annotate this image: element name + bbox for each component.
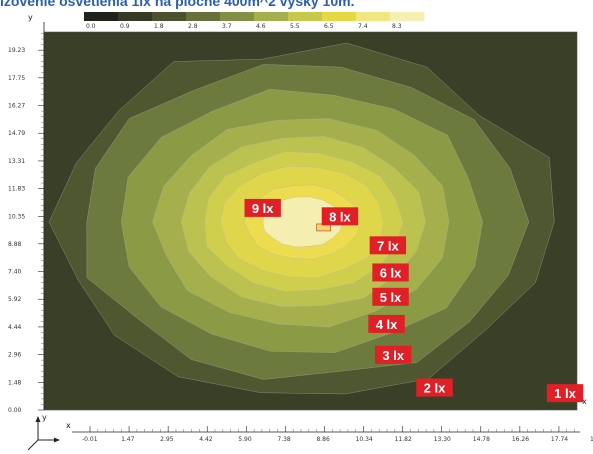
lux-label-text: 9 lx [252,201,274,216]
colorbar-segment [220,12,255,21]
lux-label-7: 7 lx [369,236,407,255]
colorbar-segment [390,12,425,21]
illuminance-labels: 1 lx 2 lx 3 lx 4 lx 5 lx 6 lx 7 lx 8 lx 9 lx [244,198,584,403]
lux-label-8: 8 lx [321,207,359,226]
y-tick-label: 16.27 [8,103,25,110]
lux-label-text: 1 lx [554,386,576,401]
colorbar-tick-label: 1.8 [154,23,164,30]
lux-label-background [416,378,453,397]
lux-label-background [368,314,405,333]
x-tick-label: 14.78 [473,436,490,443]
lux-label-1: 1 lx [546,384,584,403]
x-axis-label-plot: x [582,397,587,406]
lux-label-5: 5 lx [372,287,409,306]
lux-label-background [321,207,359,226]
lux-label-2: 2 lx [416,378,453,397]
x-tick-label: 19.22 [590,436,593,443]
colorbar-tick-label: 8.3 [392,23,402,30]
lux-label-6: 6 lx [372,263,409,282]
colorbar-tick-label: 0.9 [120,23,130,30]
y-tick-label: 13.31 [8,158,25,165]
x-tick-label: 10.34 [356,436,373,443]
lux-label-background [372,263,409,282]
y-tick-label: 5.92 [8,296,22,303]
lux-label-text: 6 lx [380,265,402,280]
x-tick-label: 4.42 [199,436,213,443]
lux-label-text: 5 lx [380,290,402,305]
x-tick-label: 11.82 [395,436,412,443]
colorbar-tick-label: 2.8 [188,23,198,30]
lux-label-3: 3 lx [375,345,412,364]
x-tick-label: 13.30 [434,436,451,443]
y-tick-label: 10.35 [8,213,25,220]
y-tick-label: 8.88 [8,241,22,248]
colorbar-segment [288,12,323,21]
y-tick-label: 17.75 [8,75,25,82]
tick-marks: 0.00 1.48 2.96 4.44 5.92 7.40 8.88 10.35 11.83 13… [8,33,593,443]
colorbar-tick-label: 0.0 [86,23,96,30]
lux-label-background [372,287,409,306]
y-tick-label: 1.48 [8,379,22,386]
lux-label-text: 7 lx [377,238,399,253]
lux-label-background [546,384,584,403]
lux-label-background [369,236,407,255]
y-tick-label: 11.83 [8,186,25,193]
colorbar-segment [322,12,357,21]
x-tick-label: 17.74 [551,436,568,443]
lux-label-4: 4 lx [368,314,405,333]
colorbar-tick-label: 5.5 [290,23,300,30]
x-tick-label: 1.47 [121,436,135,443]
y-tick-label: 4.44 [8,324,22,331]
colorbar-segment [254,12,289,21]
svg-text:y: y [42,413,47,422]
x-tick-label: 16.26 [512,436,529,443]
lux-label-9: 9 lx [244,198,281,217]
x-axis-label-scale: x [66,421,71,430]
colorbar-tick-label: 3.7 [222,23,232,30]
colorbar-tick-label: 7.4 [358,23,368,30]
colorbar: 0.0 0.9 1.8 2.8 3.7 4.6 5.5 6.5 7.4 8.3 [84,12,425,30]
x-tick-label: 2.95 [160,436,174,443]
x-tick-label: 5.90 [238,436,252,443]
colorbar-tick-label: 4.6 [256,23,266,30]
y-tick-label: 7.40 [8,269,22,276]
x-tick-label: 8.86 [316,436,330,443]
lux-label-text: 8 lx [329,209,351,224]
y-tick-label: 19.23 [8,47,25,54]
x-tick-label: 7.38 [277,436,291,443]
y-axis-label: y [28,13,33,22]
colorbar-segment [152,12,187,21]
lux-label-background [244,198,281,217]
colorbar-segment [186,12,221,21]
axis-orientation-icon: y [27,413,60,451]
colorbar-segment [356,12,391,21]
y-tick-label: 14.79 [8,130,25,137]
colorbar-segment [118,12,153,21]
x-tick-label: -0.01 [82,436,98,443]
lux-label-text: 4 lx [376,317,398,332]
colorbar-segment [84,12,119,21]
colorbar-tick-label: 6.5 [324,23,334,30]
lux-label-text: 2 lx [424,381,446,396]
y-tick-label: 0.00 [8,407,22,414]
y-tick-label: 2.96 [8,352,22,359]
chart-title: ízovenie osvetlenia 1lx na ploche 400m^2… [0,0,355,9]
lux-label-text: 3 lx [382,348,404,363]
lux-label-background [375,345,412,364]
